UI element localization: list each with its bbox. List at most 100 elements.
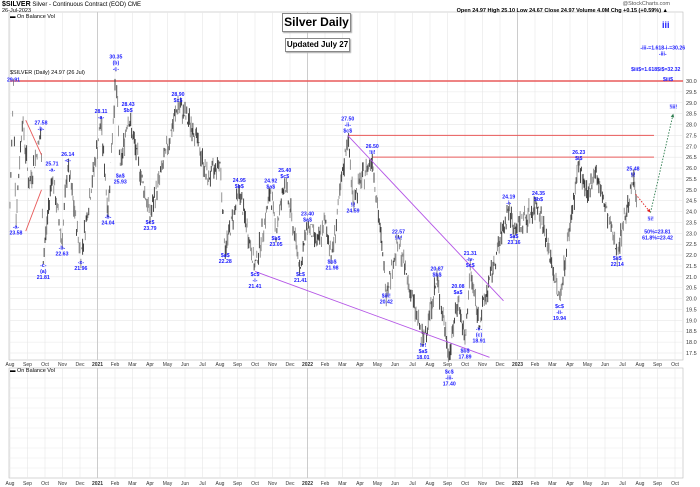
x-tick-label: Sep <box>233 362 242 368</box>
wave-label-line: -iii-=1.618-i-=30.26 <box>640 45 685 51</box>
x-tick-label: 2022 <box>302 362 313 368</box>
wave-label: 25.48 !i! <box>627 166 640 178</box>
y-tick-label: 19.5 <box>686 307 697 313</box>
wave-label: -b-22.63 <box>55 245 68 257</box>
price-legend: $SILVER (Daily) 24.97 (26 Jul) <box>10 70 85 76</box>
y-tick-label: 25.5 <box>686 177 697 183</box>
wave-label-line: !iv! <box>395 236 403 242</box>
x-tick-label: Aug <box>6 362 15 368</box>
x-tick-label: May <box>373 362 383 368</box>
x-tick-label: Jun <box>391 481 399 487</box>
wave-label-line: 24.04 <box>102 221 115 227</box>
x-tick-label: Nov <box>268 481 277 487</box>
wave-label-line: $ii$ <box>613 256 622 262</box>
wave-label-line: 27.58 <box>34 121 47 127</box>
x-tick-label: Sep <box>653 362 662 368</box>
x-tick-label: Dec <box>496 481 505 487</box>
wave-label: $a$ 22.28 <box>219 253 232 265</box>
wave-label-line: 26.50 <box>366 144 379 150</box>
x-tick-label: Sep <box>443 481 452 487</box>
wave-label: -c-(a) 21.81 <box>37 263 50 281</box>
x-tick-label: Nov <box>478 362 487 368</box>
x-tick-label: Oct <box>671 481 679 487</box>
wave-label-line: $a$ <box>419 349 428 355</box>
x-tick-label: Feb <box>531 481 540 487</box>
wave-label-line: $iii$=1.618$i$=32.32 <box>631 67 680 73</box>
y-tick-label: 18.0 <box>686 340 697 346</box>
wave-label-line: 24.92 <box>264 179 277 185</box>
wave-label-line: 27.50 <box>341 116 354 122</box>
wave-label-line: 28.43 <box>122 102 135 108</box>
wave-label: -v-(c) 18.91 <box>473 326 486 344</box>
x-tick-label: Jul <box>409 362 415 368</box>
wave-label-line: 24.19 <box>502 194 515 200</box>
wave-label: 23.40 $a$ <box>301 212 314 224</box>
trendline <box>347 135 504 302</box>
trendline <box>254 270 490 358</box>
wave-label-line: -b- <box>105 215 112 221</box>
x-tick-label: Dec <box>496 362 505 368</box>
x-tick-label: Jun <box>601 362 609 368</box>
x-tick-label: May <box>583 481 593 487</box>
wave-label-line: 17.89 <box>459 355 472 361</box>
wave-label-line: $a$ <box>510 234 519 240</box>
x-tick-label: Jul <box>619 481 625 487</box>
x-tick-label: May <box>373 481 383 487</box>
wave-label-line: -c- <box>113 66 120 72</box>
wave-label: $ii$ 22.14 <box>611 256 624 268</box>
wave-label: 26.50 !ii! <box>366 144 379 156</box>
wave-label: 28.11 -a- <box>95 109 108 121</box>
x-tick-label: Feb <box>111 362 120 368</box>
x-tick-label: Jul <box>409 481 415 487</box>
y-tick-label: 21.5 <box>686 264 697 270</box>
lower-panel <box>8 367 684 479</box>
wave-label-line: $c$ <box>251 272 260 278</box>
wave-label-line: 18.01 <box>417 355 430 361</box>
wave-label-line: 28.90 <box>172 92 185 98</box>
wave-label-line: -v- <box>476 326 483 332</box>
wave-label-line: 21.98 <box>326 266 339 272</box>
wave-label-line: $i$ <box>575 156 582 162</box>
wave-label-line: -iii- <box>659 51 667 57</box>
wave-label: $iii$=1.618$i$=32.32 <box>631 67 680 73</box>
wave-label: !i! 24.59 <box>347 203 360 215</box>
wave-label: -x-21.96 <box>74 260 87 272</box>
wave-label-line: $b$ <box>328 260 337 266</box>
x-tick-label: Oct <box>41 481 49 487</box>
x-tick-label: Feb <box>321 481 330 487</box>
wave-label-line: -i- <box>253 278 258 284</box>
x-tick-label: Jul <box>619 362 625 368</box>
price-bars <box>9 70 637 363</box>
price-panel <box>8 11 684 361</box>
y-tick-label: 23.0 <box>686 231 697 237</box>
x-tick-label: Dec <box>76 362 85 368</box>
wave-label-line: 26.23 <box>572 150 585 156</box>
x-tick-label: Aug <box>636 481 645 487</box>
x-tick-label: Mar <box>128 362 137 368</box>
wave-label: -b-24.04 <box>102 215 115 227</box>
lower-indicator-label: ▬ On Balance Vol <box>10 368 55 374</box>
wave-label-line: 22.28 <box>219 259 232 265</box>
wave-label: $c$ -iii-17.40 <box>443 370 456 388</box>
wave-label-line: -iii- <box>445 376 453 382</box>
chart-header: $SILVER Silver - Continuous Contract (EO… <box>2 1 141 8</box>
x-tick-label: Jun <box>181 481 189 487</box>
wave-label-line: $b$ <box>235 184 244 190</box>
wave-label-line: !ii! <box>647 217 654 223</box>
wave-label-line: 25.48 <box>627 166 640 172</box>
x-tick-label: Jul <box>199 362 205 368</box>
wave-label-line: $c$ <box>466 263 475 269</box>
x-tick-label: 2022 <box>302 481 313 487</box>
wave-label-line: $b$ <box>433 273 442 279</box>
x-tick-label: Apr <box>356 481 364 487</box>
y-tick-label: 21.0 <box>686 275 697 281</box>
chart-date: 26-Jul-2023 <box>2 8 32 14</box>
x-tick-label: Jun <box>601 481 609 487</box>
wave-label-line: 18.91 <box>473 338 486 344</box>
wave-label: !v! $a$ 18.01 <box>417 343 430 361</box>
y-tick-label: 26.5 <box>686 155 697 161</box>
wave-label-line: $c$ <box>555 304 564 310</box>
wave-label-line: 22.63 <box>55 251 68 257</box>
wave-label-line: 23.58 <box>9 231 22 237</box>
